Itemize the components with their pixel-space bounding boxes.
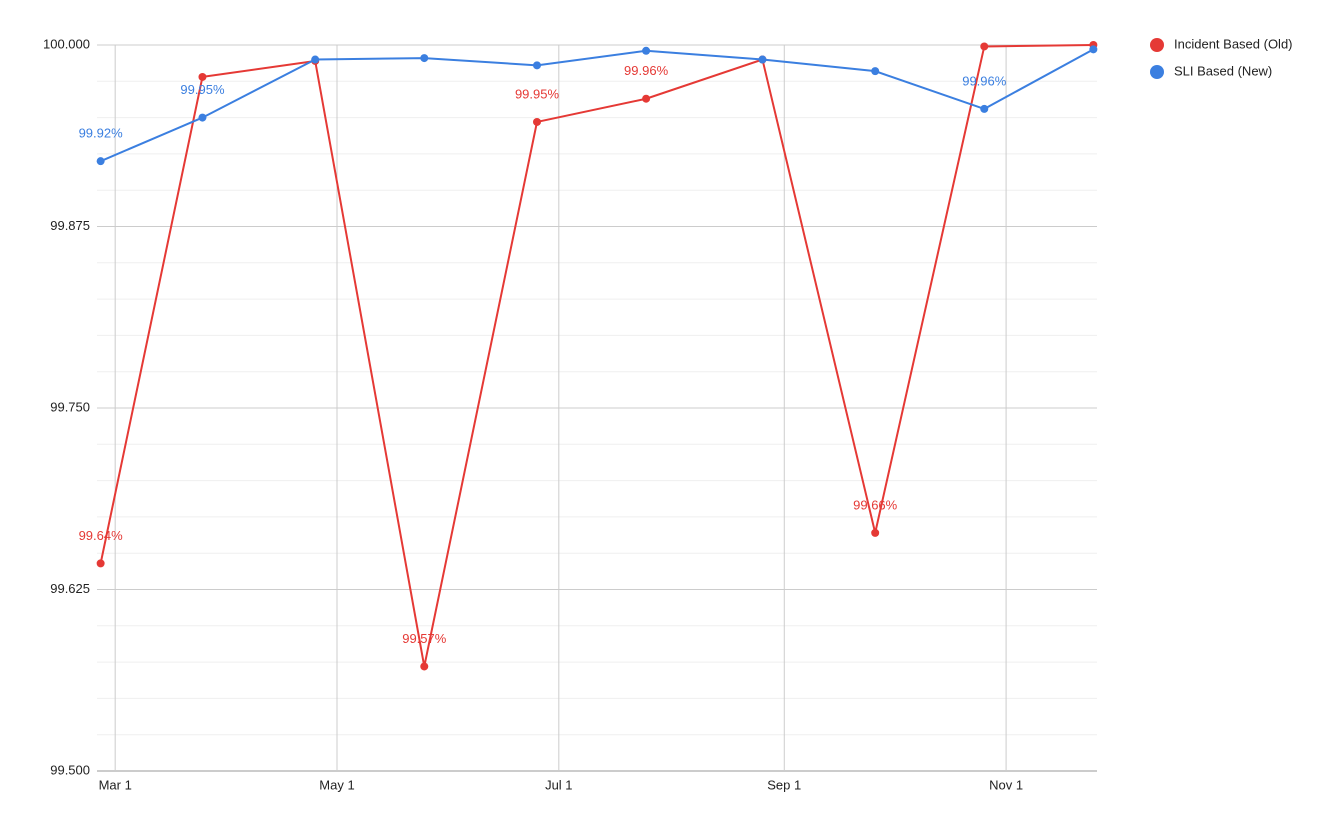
data-point bbox=[980, 42, 989, 51]
series-line bbox=[99, 44, 1094, 667]
data-point bbox=[1089, 45, 1098, 54]
x-tick-label: Jul 1 bbox=[545, 777, 572, 792]
data-point bbox=[311, 55, 320, 64]
data-point bbox=[96, 157, 105, 166]
data-point bbox=[198, 72, 207, 81]
y-tick-label: 99.500 bbox=[50, 762, 90, 777]
data-point bbox=[420, 54, 429, 63]
series-line bbox=[100, 48, 1094, 163]
data-point bbox=[871, 528, 880, 537]
data-label: 99.96% bbox=[624, 63, 669, 78]
data-point bbox=[758, 55, 767, 64]
x-tick-label: May 1 bbox=[319, 777, 354, 792]
x-tick-label: Sep 1 bbox=[767, 777, 801, 792]
data-label: 99.57% bbox=[402, 631, 447, 646]
data-label: 99.92% bbox=[79, 126, 124, 141]
data-point bbox=[533, 117, 541, 126]
data-point bbox=[980, 104, 989, 113]
y-tick-label: 99.875 bbox=[50, 218, 90, 233]
data-point bbox=[198, 113, 207, 122]
data-point bbox=[533, 61, 541, 70]
legend-marker bbox=[1150, 38, 1164, 52]
data-label: 99.64% bbox=[79, 528, 124, 543]
data-point bbox=[871, 67, 880, 76]
legend-label: Incident Based (Old) bbox=[1174, 36, 1293, 51]
data-label: 99.66% bbox=[853, 497, 898, 512]
y-tick-label: 100.000 bbox=[43, 36, 90, 51]
legend-marker bbox=[1150, 65, 1164, 79]
data-label: 99.96% bbox=[962, 73, 1007, 88]
data-label: 99.95% bbox=[515, 86, 560, 101]
data-point bbox=[642, 94, 651, 103]
data-point bbox=[96, 559, 105, 568]
legend-label: SLI Based (New) bbox=[1174, 63, 1272, 78]
x-tick-label: Nov 1 bbox=[989, 777, 1023, 792]
x-tick-label: Mar 1 bbox=[99, 777, 132, 792]
y-tick-label: 99.625 bbox=[50, 581, 90, 596]
data-point bbox=[642, 46, 651, 55]
y-tick-label: 99.750 bbox=[50, 399, 90, 414]
data-point bbox=[420, 662, 429, 671]
data-label: 99.95% bbox=[180, 82, 225, 97]
